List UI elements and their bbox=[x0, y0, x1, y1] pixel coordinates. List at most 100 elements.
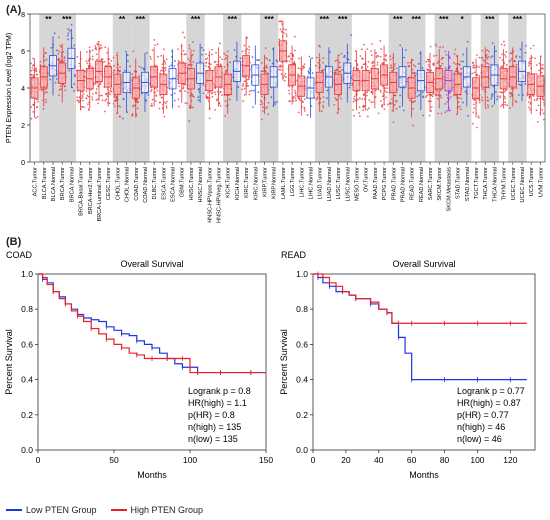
plot-frame bbox=[37, 273, 267, 451]
data-point bbox=[62, 83, 65, 86]
significance-label: *** bbox=[228, 15, 238, 24]
data-point bbox=[62, 51, 65, 53]
data-point bbox=[126, 60, 129, 63]
data-point bbox=[266, 106, 269, 108]
panel-a-label: (A) bbox=[6, 4, 22, 16]
data-point bbox=[495, 50, 497, 53]
x-tick-label: SKCM.Tumor bbox=[437, 167, 443, 201]
data-point bbox=[504, 54, 506, 56]
x-tick-label: 100 bbox=[183, 455, 197, 465]
data-point bbox=[340, 52, 343, 55]
data-point bbox=[439, 65, 442, 67]
stat-line: n(high) = 135 bbox=[188, 422, 241, 432]
data-point bbox=[49, 78, 51, 81]
data-point bbox=[389, 55, 392, 58]
expression-boxplot: ** *** ** *** *** *** *** *** *** *** *** *** * *** **… bbox=[6, 12, 546, 223]
data-point bbox=[74, 74, 77, 76]
data-point bbox=[471, 72, 474, 75]
data-point bbox=[157, 55, 159, 58]
data-point bbox=[156, 89, 159, 92]
data-point bbox=[81, 105, 84, 108]
data-point bbox=[39, 60, 42, 63]
data-point bbox=[335, 68, 338, 71]
data-point bbox=[285, 28, 288, 31]
data-point bbox=[211, 91, 214, 94]
data-point bbox=[472, 64, 475, 67]
x-tick-label: READ.Normal bbox=[419, 167, 425, 202]
data-point bbox=[259, 103, 262, 106]
data-point bbox=[252, 106, 254, 108]
data-point bbox=[242, 85, 244, 87]
data-point bbox=[125, 50, 127, 53]
data-point bbox=[444, 111, 447, 114]
data-point bbox=[242, 100, 245, 103]
data-point bbox=[260, 62, 263, 64]
y-axis-title: PTEN Expression Level (log2 TPM) bbox=[6, 33, 13, 143]
data-point bbox=[455, 94, 457, 97]
data-point bbox=[184, 102, 187, 104]
data-point bbox=[529, 95, 532, 98]
data-point bbox=[161, 67, 164, 69]
data-point bbox=[390, 64, 392, 67]
data-point bbox=[288, 55, 291, 57]
data-point bbox=[94, 83, 97, 85]
data-point bbox=[436, 62, 439, 64]
data-point bbox=[499, 66, 502, 69]
data-point bbox=[436, 89, 439, 92]
data-point bbox=[409, 99, 411, 102]
data-point bbox=[372, 60, 374, 63]
data-point bbox=[99, 94, 101, 97]
data-point bbox=[208, 117, 211, 120]
x-tick-label: BRCA-Her2.Tumor bbox=[88, 167, 94, 214]
data-point bbox=[430, 109, 433, 112]
data-point bbox=[501, 91, 503, 94]
data-point bbox=[379, 89, 382, 92]
data-point bbox=[62, 61, 65, 63]
data-point bbox=[140, 66, 143, 69]
data-point bbox=[113, 64, 115, 67]
data-point bbox=[188, 47, 191, 50]
data-point bbox=[501, 59, 504, 62]
data-point bbox=[115, 97, 118, 100]
data-point bbox=[446, 109, 448, 112]
data-point bbox=[202, 49, 205, 51]
data-point bbox=[362, 43, 365, 46]
data-point bbox=[542, 112, 545, 115]
data-point bbox=[306, 113, 309, 116]
data-point bbox=[496, 95, 499, 98]
data-point bbox=[53, 32, 56, 35]
data-point bbox=[377, 112, 380, 115]
y-axis-title: Percent Survival bbox=[4, 329, 14, 395]
data-point bbox=[427, 100, 430, 103]
data-point bbox=[246, 78, 249, 81]
data-point bbox=[509, 92, 512, 94]
data-point bbox=[478, 66, 481, 68]
data-point bbox=[524, 83, 527, 85]
data-point bbox=[68, 69, 71, 72]
data-point bbox=[260, 118, 263, 121]
data-point bbox=[37, 101, 39, 103]
data-point bbox=[142, 68, 145, 70]
data-point bbox=[257, 91, 260, 94]
x-tick-label: KIRP.Normal bbox=[272, 167, 278, 199]
data-point bbox=[267, 101, 270, 104]
data-point bbox=[63, 85, 66, 88]
data-point bbox=[484, 106, 487, 109]
data-point bbox=[440, 112, 443, 115]
data-point bbox=[78, 101, 80, 104]
data-point bbox=[88, 109, 90, 111]
data-point bbox=[149, 90, 152, 93]
data-point bbox=[145, 99, 147, 102]
data-point bbox=[467, 114, 469, 117]
data-point bbox=[399, 94, 402, 97]
data-point bbox=[379, 90, 382, 93]
data-point bbox=[138, 65, 141, 68]
data-point bbox=[248, 49, 251, 51]
data-point bbox=[188, 59, 191, 62]
data-point bbox=[30, 69, 33, 72]
x-tick-label: CHOL.Tumor bbox=[115, 167, 121, 200]
data-point bbox=[241, 50, 244, 53]
x-axis-title: Months bbox=[137, 470, 167, 480]
data-point bbox=[284, 72, 287, 75]
data-point bbox=[308, 55, 311, 58]
